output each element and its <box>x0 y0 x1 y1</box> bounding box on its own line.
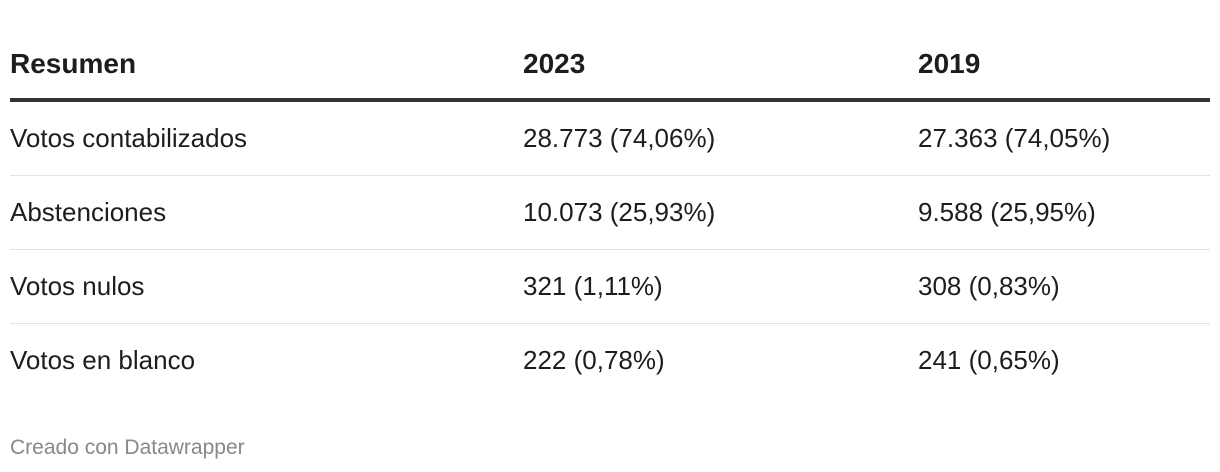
table-cell: 9.588 (25,95%) <box>918 197 1096 227</box>
table-cell: Votos nulos <box>10 271 145 301</box>
header-cell: 2023 <box>523 48 586 79</box>
table-row: Votos nulos 321 (1,11%) 308 (0,83%) <box>10 250 1210 324</box>
table-cell: Votos contabilizados <box>10 123 248 153</box>
footer: Creado con Datawrapper <box>10 436 245 459</box>
header-cell: Resumen <box>10 48 137 79</box>
table-cell: Abstenciones <box>10 197 167 227</box>
table-cell: 308 (0,83%) <box>918 271 1060 301</box>
table: Resumen 2023 2019 Votos contabilizados 28.77… <box>10 30 1210 397</box>
table-cell: 28.773 (74,06%) <box>523 123 716 153</box>
header-cell: 2019 <box>918 48 981 79</box>
table-cell: 321 (1,11%) <box>523 271 663 301</box>
table-row: Abstenciones 10.073 (25,93%) 9.588 (25,95%… <box>10 176 1210 250</box>
table-cell: 10.073 (25,93%) <box>523 197 716 227</box>
table-cell: Votos en blanco <box>10 345 196 375</box>
table-cell: 222 (0,78%) <box>523 345 665 375</box>
table-row: Votos contabilizados 28.773 (74,06%) 27.36… <box>10 102 1210 176</box>
table-cell: 27.363 (74,05%) <box>918 123 1111 153</box>
table-cell: 241 (0,65%) <box>918 345 1060 375</box>
header-row: Resumen 2023 2019 <box>10 30 1210 102</box>
table-row: Votos en blanco 222 (0,78%) 241 (0,65%) <box>10 324 1210 397</box>
